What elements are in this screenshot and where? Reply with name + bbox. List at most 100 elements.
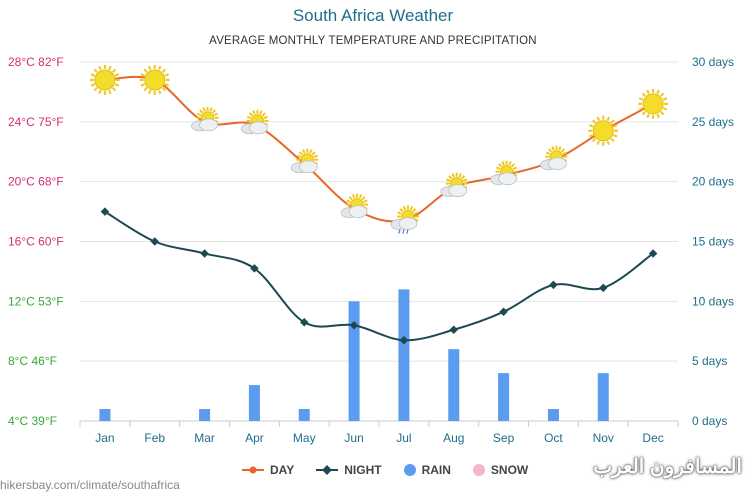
chart-legend: DAY NIGHT RAIN SNOW [242, 463, 528, 477]
sun-ray [458, 173, 462, 178]
sun-ray [252, 110, 256, 115]
right-axis-tick-label: 10 days [692, 294, 734, 308]
night-point [349, 321, 359, 330]
sun-ray [412, 208, 417, 213]
x-tick-label: Mar [194, 431, 215, 445]
left-axis-tick-label: 24°C 75°F [8, 115, 64, 129]
rain-drop [406, 229, 409, 234]
sun-ray [246, 115, 252, 120]
sun-ray [662, 97, 668, 101]
sun-ray [111, 68, 117, 73]
sun-ray [402, 206, 407, 211]
sun-disc [144, 69, 166, 91]
x-tick-label: Jun [344, 431, 363, 445]
x-tick-label: Dec [642, 431, 663, 445]
sun-ray [114, 73, 120, 77]
sun-ray [213, 112, 219, 117]
sun-ray [656, 113, 660, 119]
partly-cloudy-icon [191, 106, 219, 132]
cloud-puff [448, 184, 468, 198]
legend-item-rain[interactable]: RAIN [403, 463, 451, 477]
sun-ray [202, 107, 206, 112]
legend-night-label: NIGHT [344, 463, 382, 477]
night-point [200, 249, 209, 258]
sun-ray [90, 83, 96, 87]
sun-ray [108, 65, 112, 71]
sun-ray [399, 208, 404, 213]
sun-ray [111, 87, 117, 92]
sun-ray [496, 166, 501, 170]
sun-ray [448, 175, 453, 180]
sun-ray [98, 65, 102, 71]
sun-ray [596, 116, 600, 122]
legend-item-night[interactable]: NIGHT [316, 463, 382, 477]
legend-day-label: DAY [270, 463, 295, 477]
sun-ray [562, 151, 567, 155]
source-watermark: hikersbay.com/climate/southafrica [0, 478, 180, 492]
sun-ray [98, 89, 102, 95]
sun-ray [558, 146, 562, 151]
right-axis-tick-label: 5 days [692, 354, 727, 368]
sun-ray [646, 89, 650, 95]
sun-ray [589, 124, 594, 128]
legend-snow-marker [472, 464, 485, 476]
cloud-puff [298, 160, 318, 174]
legend-item-snow[interactable]: SNOW [472, 463, 529, 477]
rain-bar [398, 289, 410, 421]
rain-drop [398, 229, 401, 234]
sun-ray [656, 89, 660, 95]
sun-ray [510, 163, 516, 168]
sun-icon [89, 64, 120, 95]
partly-cloudy-icon [440, 172, 468, 198]
partly-cloudy-icon [241, 109, 269, 135]
rain-bar [597, 373, 609, 421]
sun-ray [248, 112, 254, 117]
sun-ray [309, 149, 313, 154]
sun-ray [199, 109, 204, 114]
night-point [150, 237, 159, 246]
sun-ray [108, 89, 112, 95]
night-point [399, 335, 409, 345]
legend-item-day[interactable]: DAY [242, 463, 294, 477]
rain-bar [547, 409, 559, 421]
sun-ray [313, 154, 318, 158]
day-series-line [104, 75, 654, 223]
x-tick-label: Nov [593, 431, 614, 445]
sun-ray [446, 178, 451, 182]
sun-ray [93, 68, 98, 73]
rain-bar [298, 409, 310, 421]
sun-ray [363, 199, 368, 203]
sun-ray [662, 107, 668, 111]
sun-ray [460, 175, 466, 180]
legend-snow-label: SNOW [490, 463, 529, 477]
sun-ray [638, 107, 644, 111]
sun-ray [560, 148, 565, 153]
rain-drop [402, 229, 405, 234]
sun-ray [302, 149, 306, 154]
sun-ray [211, 109, 217, 114]
sun-ray [610, 137, 615, 143]
rain-bar [498, 373, 510, 421]
sun-ray [311, 151, 316, 156]
x-tick-label: Apr [245, 431, 264, 445]
cloud-puff [498, 172, 517, 186]
legend-day-marker [242, 466, 264, 474]
sun-ray [346, 199, 351, 203]
night-point [499, 307, 508, 317]
left-axis-tick-label: 20°C 68°F [8, 175, 64, 189]
sun-ray [462, 178, 468, 182]
night-point [449, 325, 458, 334]
sun-ray [90, 73, 96, 77]
left-axis-tick-label: 28°C 82°F [8, 55, 64, 69]
sun-ray [164, 83, 169, 87]
sun-ray [93, 87, 98, 92]
cloud-rain-icon [390, 205, 419, 234]
sun-ray [296, 154, 302, 158]
cloud-puff [249, 121, 268, 135]
sun-ray [143, 68, 148, 73]
night-point [300, 318, 309, 327]
sun-ray [148, 65, 152, 71]
right-axis-tick-label: 25 days [692, 115, 734, 129]
sun-ray [143, 87, 148, 92]
sun-disc [642, 93, 664, 115]
